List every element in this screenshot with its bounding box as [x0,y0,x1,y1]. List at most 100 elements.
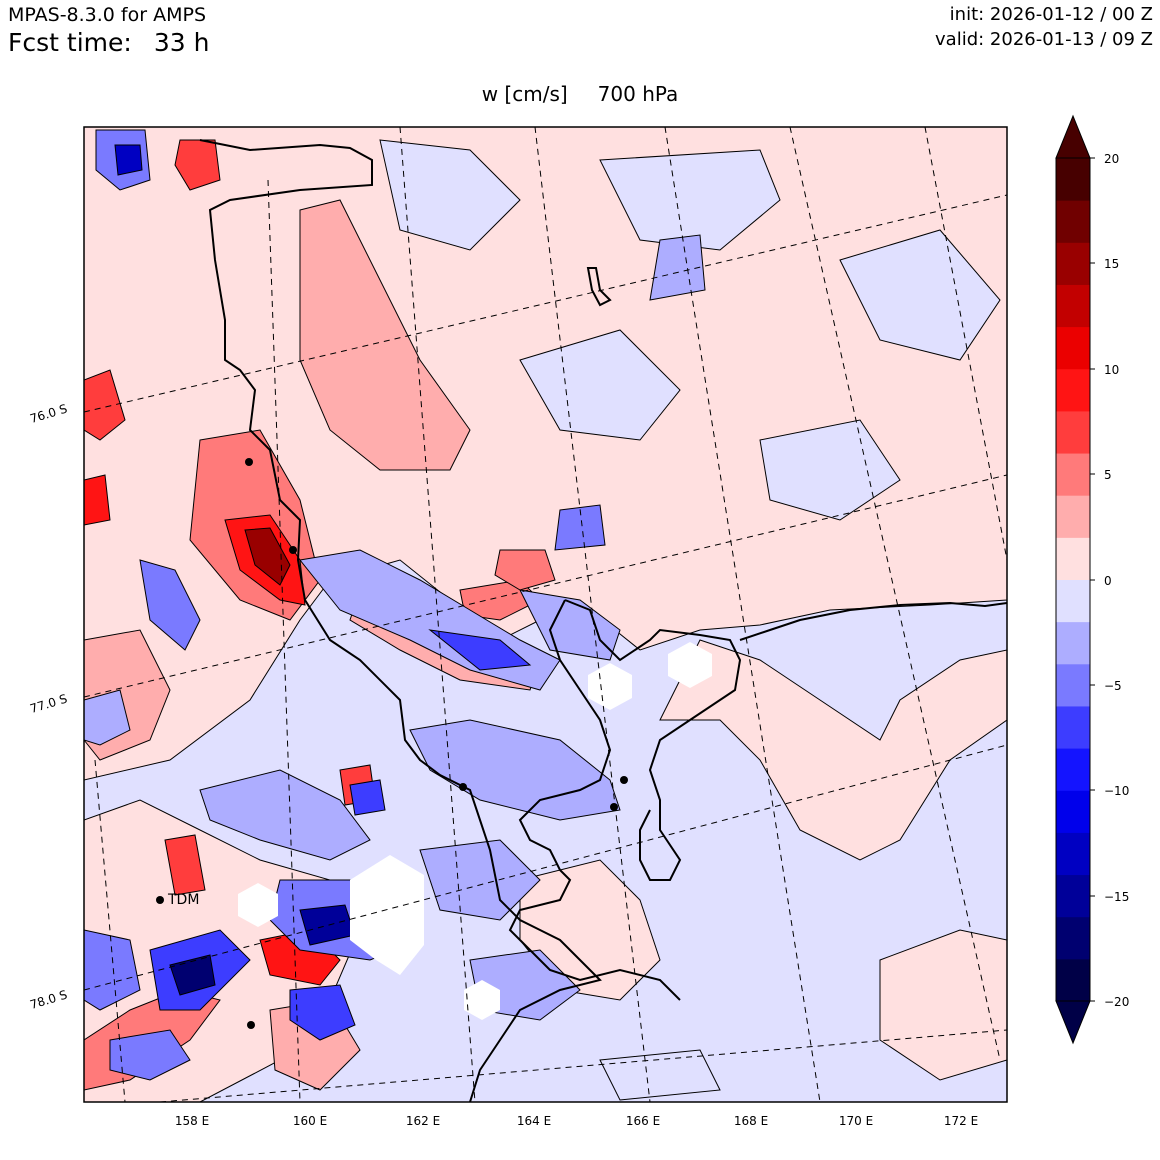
coastline-path [586,267,612,307]
missing-data-patch [464,980,500,1020]
descent-core [169,954,216,996]
colorbar-cell [1056,242,1090,285]
lon-tick-label: 166 E [626,1114,660,1128]
ascent-band [84,474,111,526]
station-marker [245,458,253,466]
descent-band [199,769,371,861]
colorbar-cell [1056,916,1090,960]
field-name: w [cm/s] [481,82,568,106]
station-marker-tdm [156,896,164,904]
colorbar-tick-label: −10 [1104,784,1129,798]
weak-descent-patch [839,229,1001,361]
coastline-path [564,599,742,881]
ascent-band [299,199,471,471]
meridian-line [534,127,651,1102]
colorbar-tick-label: 10 [1104,363,1119,377]
parallel-line [159,1029,1007,1102]
colorbar-cell [1056,790,1090,833]
map-panel: TDM [83,126,1008,1103]
colorbar-cell [1056,200,1090,243]
forecast-time-label: Fcst time: [8,28,132,57]
graticule [84,127,1007,1102]
station-marker [459,783,467,791]
lon-tick-label: 164 E [517,1114,551,1128]
weak-ascent-region-se [879,929,1007,1081]
map-frame [83,126,1008,1103]
colorbar-cell [1056,579,1090,623]
colorbar-tick-label: 5 [1104,468,1112,482]
latitude-axis: 76.0 S 77.0 S 78.0 S [28,401,69,1012]
meridian-line [924,127,1007,561]
lon-tick-label: 162 E [406,1114,440,1128]
ascent-band [84,369,126,441]
colorbar-cell [1056,158,1090,201]
colorbar-cell [1056,705,1090,749]
ascent-core [244,527,291,586]
colorbar-cell [1056,326,1090,370]
colorbar-tick-label: 0 [1104,574,1112,588]
descent-band [84,929,141,1011]
missing-data-patch [588,663,632,710]
meridian-line [94,759,126,1102]
colorbar-extend-min [1055,1000,1091,1045]
missing-data-patch [668,642,712,688]
descent-band [349,779,386,816]
weak-ascent-region-east [659,639,1007,861]
lon-tick-label: 168 E [734,1114,768,1128]
descent-band [409,719,621,821]
coastline-path [739,601,1007,641]
colorbar-ticks [1090,157,1095,1002]
weak-descent-patch [759,419,901,521]
ascent-band [494,549,556,591]
weak-descent-patch [379,139,521,251]
coastline [199,139,1007,1102]
descent-band [114,144,143,176]
descent-band [84,689,131,746]
meridian-line [399,127,476,1102]
pressure-level: 700 hPa [597,82,679,106]
colorbar-cell [1056,495,1090,538]
colorbar-tick-label: −15 [1104,890,1129,904]
lat-tick-label: 77.0 S [28,691,69,716]
colorbar-tick-label: 20 [1104,152,1119,166]
lon-tick-label: 158 E [175,1114,209,1128]
descent-band [139,559,201,651]
colorbar-cell [1056,874,1090,918]
station-marker [289,546,297,554]
colorbar-cell [1056,410,1090,454]
descent-band [428,629,532,671]
colorbar-cell [1056,748,1090,791]
station-marker [620,776,628,784]
colorbar-cell [1056,958,1090,1002]
forecast-time-value: 33 h [153,28,210,57]
lon-tick-label: 172 E [944,1114,978,1128]
weak-descent-patch [599,149,781,251]
colorbar: 20 15 10 5 0 −5 −10 −15 −20 [1055,114,1129,1045]
station-marker [610,803,618,811]
parallel-line [84,744,1007,991]
station-marker [247,1021,255,1029]
weak-descent-patch [519,329,681,441]
colorbar-extend-max [1055,114,1091,159]
lat-tick-label: 76.0 S [28,401,69,426]
coastline-path [199,139,602,1102]
colorbar-cells [1056,158,1090,1002]
longitude-axis: 158 E 160 E 162 E 164 E 166 E 168 E 170 … [175,1114,978,1128]
colorbar-cell [1056,453,1090,496]
station-label: TDM [167,892,199,908]
parallel-line [84,194,1007,413]
weak-descent-patch [649,234,706,301]
colorbar-cell [1056,663,1090,707]
colorbar-cell [1056,832,1090,876]
ascent-band [164,834,206,896]
colorbar-cell [1056,284,1090,328]
plot-title: w [cm/s] 700 hPa [0,82,1160,106]
ascent-band [174,139,221,191]
missing-data-patch [238,883,278,927]
lon-tick-label: 160 E [293,1114,327,1128]
init-time: init: 2026-01-12 / 00 Z [949,4,1153,25]
colorbar-tick-label: −20 [1104,995,1129,1009]
colorbar-cell [1056,368,1090,412]
coastline-path [508,599,681,1001]
descent-band [109,1029,191,1081]
